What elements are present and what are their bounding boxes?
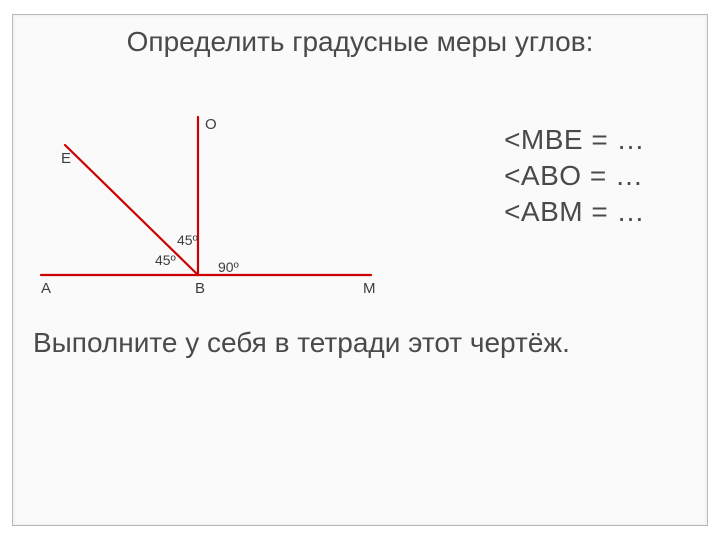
instruction-text: Выполните у себя в тетради этот чертёж. [33, 327, 570, 359]
angle-label-1: 45º [177, 232, 198, 248]
point-label-A: A [41, 280, 51, 297]
angle-diagram: A B M O E 45º45º 90º [33, 115, 413, 305]
answer-mbe: <MBE = … [504, 124, 645, 156]
page-title: Определить градусные меры углов: [13, 26, 707, 58]
point-label-E: E [61, 150, 71, 167]
point-label-M: M [363, 280, 376, 297]
point-label-B: B [195, 280, 205, 297]
angle-label-2: 90º [218, 259, 239, 275]
ray-BE [65, 145, 198, 275]
angle-label-0: 45º [155, 252, 176, 268]
point-label-O: O [205, 116, 217, 133]
answers-block: <MBE = … <ABO = … <ABM = … [504, 120, 645, 232]
answer-abo: <ABO = … [504, 160, 645, 192]
answer-abm: <ABM = … [504, 196, 645, 228]
